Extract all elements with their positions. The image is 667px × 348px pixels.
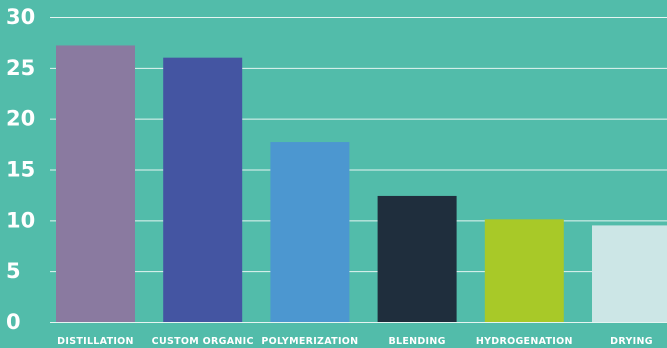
y-tick-label: 5 <box>6 259 21 283</box>
bar <box>377 195 457 322</box>
gridlines <box>50 17 667 323</box>
bar <box>56 45 135 322</box>
y-tick-label: 15 <box>6 158 35 182</box>
bar <box>592 225 667 322</box>
y-tick-label: 10 <box>6 208 35 232</box>
y-tick-label: 30 <box>6 5 35 29</box>
y-axis-ticks: 0 5 10 15 20 25 30 <box>6 5 35 334</box>
bars <box>56 45 667 323</box>
x-tick-label: DISTILLATION <box>57 336 134 347</box>
y-tick-label: 20 <box>6 107 35 131</box>
bar <box>163 57 243 323</box>
x-tick-label: POLYMERIZATION <box>261 336 358 347</box>
x-axis-labels: DISTILLATION CUSTOM ORGANIC POLYMERIZATION… <box>57 336 653 347</box>
bar <box>270 142 350 322</box>
x-tick-label: CUSTOM ORGANIC <box>152 336 254 347</box>
y-tick-label: 25 <box>6 56 35 80</box>
x-tick-label: DRYING <box>610 336 653 347</box>
x-tick-label: BLENDING <box>388 336 445 347</box>
bar <box>484 219 564 322</box>
y-tick-label: 0 <box>6 310 21 334</box>
x-tick-label: HYDROGENATION <box>476 336 573 347</box>
